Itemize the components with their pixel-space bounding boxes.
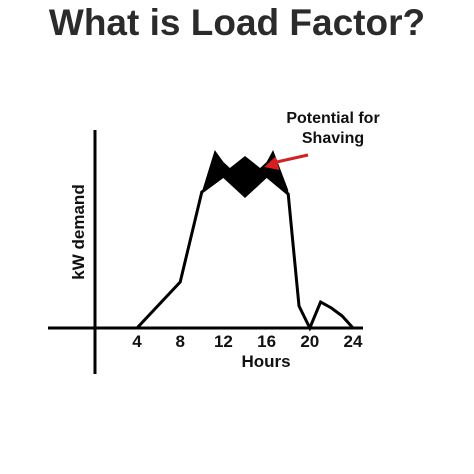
annotation-arrow-shaft: [271, 153, 309, 165]
annotation-text-line: Potential for: [286, 110, 379, 127]
shaving-region: [201, 150, 289, 196]
x-tick-labels: 4 8 12 16 20 24: [132, 332, 363, 351]
y-axis-label: kW demand: [69, 184, 88, 279]
x-tick-label: 8: [175, 332, 184, 351]
x-tick-label: 12: [214, 332, 233, 351]
page-title: What is Load Factor?: [48, 2, 426, 43]
annotation-arrow-head: [264, 156, 280, 171]
annotation-layer: Potential for Shaving: [264, 110, 380, 171]
annotation-text-line: Shaving: [302, 130, 364, 147]
x-axis-label: Hours: [241, 352, 290, 371]
series-line: [135, 174, 355, 332]
x-tick-label: 24: [344, 332, 363, 351]
shaving-region-layer: [201, 150, 289, 196]
series-layer: [135, 174, 355, 332]
x-tick-label: 20: [300, 332, 319, 351]
x-tick-label: 4: [132, 332, 142, 351]
x-tick-label: 16: [257, 332, 276, 351]
